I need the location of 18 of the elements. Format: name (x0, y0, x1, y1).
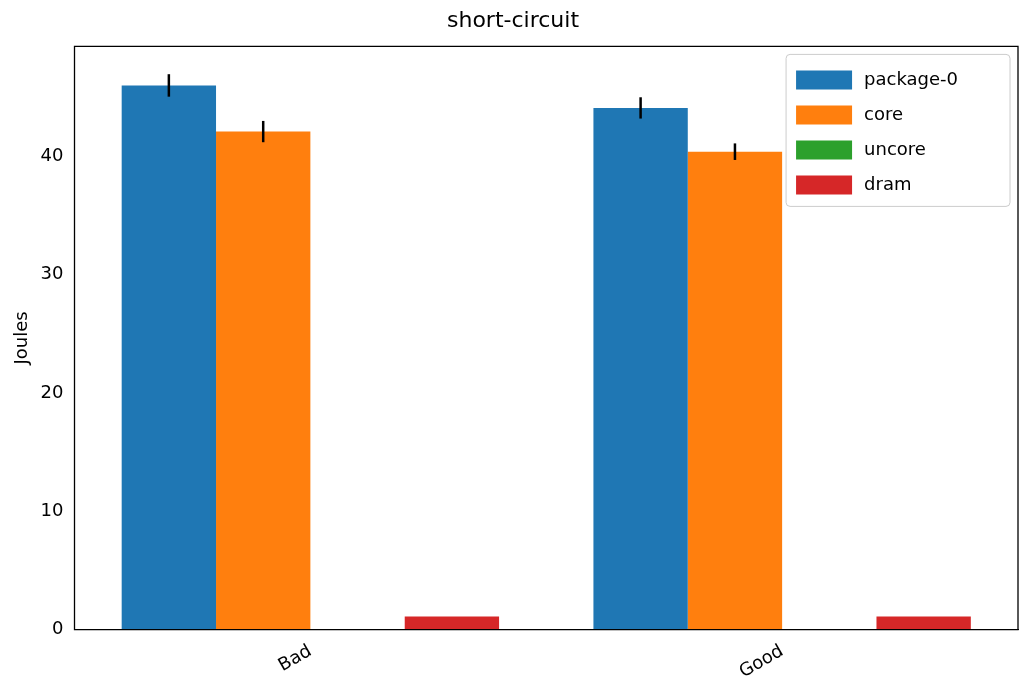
bar (687, 151, 783, 630)
y-tick-label: 10 (40, 498, 64, 520)
chart-title: short-circuit (446, 6, 580, 32)
x-tick-label: Bad (274, 639, 315, 675)
legend-label: core (864, 103, 904, 125)
legend-label: package-0 (864, 68, 958, 90)
y-tick-label: 0 (52, 617, 64, 639)
bar (876, 616, 971, 630)
y-tick-label: 20 (40, 380, 64, 402)
y-axis-title: Joules (10, 311, 32, 366)
bar (216, 131, 311, 630)
legend-label: dram (864, 173, 912, 195)
bar (121, 85, 217, 630)
legend-label: uncore (864, 138, 926, 160)
y-tick-label: 30 (40, 262, 64, 284)
bar (593, 107, 688, 630)
y-tick-label: 40 (40, 144, 64, 166)
bar (404, 616, 500, 630)
